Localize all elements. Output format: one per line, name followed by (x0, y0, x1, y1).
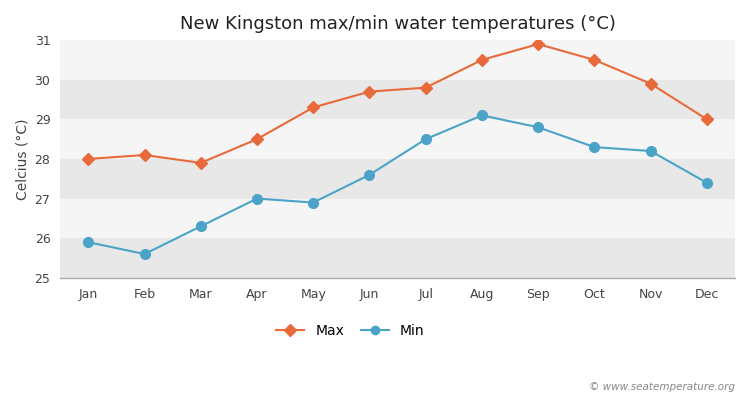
Line: Min: Min (83, 110, 712, 259)
Min (84, 240, 93, 244)
Max (309, 105, 318, 110)
Min (534, 125, 543, 130)
Max (703, 117, 712, 122)
Min (365, 172, 374, 177)
Min (590, 145, 599, 150)
Bar (60, 119, 735, 159)
Bar (60, 198, 735, 238)
Max (590, 58, 599, 62)
Legend: Max, Min: Max, Min (271, 318, 430, 343)
Title: New Kingston max/min water temperatures (°C): New Kingston max/min water temperatures … (180, 15, 616, 33)
Y-axis label: Celcius (°C): Celcius (°C) (15, 118, 29, 200)
Min (309, 200, 318, 205)
Max (422, 85, 430, 90)
Max (140, 153, 149, 158)
Max (253, 137, 262, 142)
Text: © www.seatemperature.org: © www.seatemperature.org (589, 382, 735, 392)
Min (422, 137, 430, 142)
Min (140, 252, 149, 256)
Max (478, 58, 487, 62)
Max (84, 156, 93, 161)
Max (646, 81, 656, 86)
Line: Max: Max (84, 40, 711, 167)
Bar (60, 40, 735, 80)
Max (196, 160, 206, 165)
Bar (60, 80, 735, 119)
Min (646, 149, 656, 154)
Min (196, 224, 206, 229)
Min (253, 196, 262, 201)
Min (478, 113, 487, 118)
Bar (60, 238, 735, 278)
Bar (60, 159, 735, 198)
Max (365, 89, 374, 94)
Min (703, 180, 712, 185)
Max (534, 42, 543, 46)
